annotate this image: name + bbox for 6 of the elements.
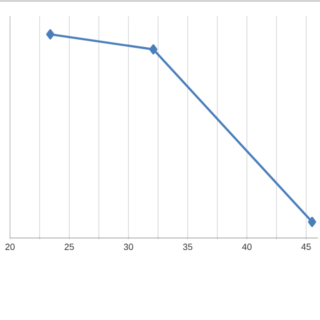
x-tick-label: 25	[64, 244, 74, 250]
x-tick-label: 35	[183, 244, 192, 250]
x-tick-label: 30	[124, 244, 134, 250]
x-tick-label: 40	[242, 244, 252, 250]
x-tick-label: 45	[301, 244, 311, 250]
x-tick-label: 20	[5, 244, 15, 250]
